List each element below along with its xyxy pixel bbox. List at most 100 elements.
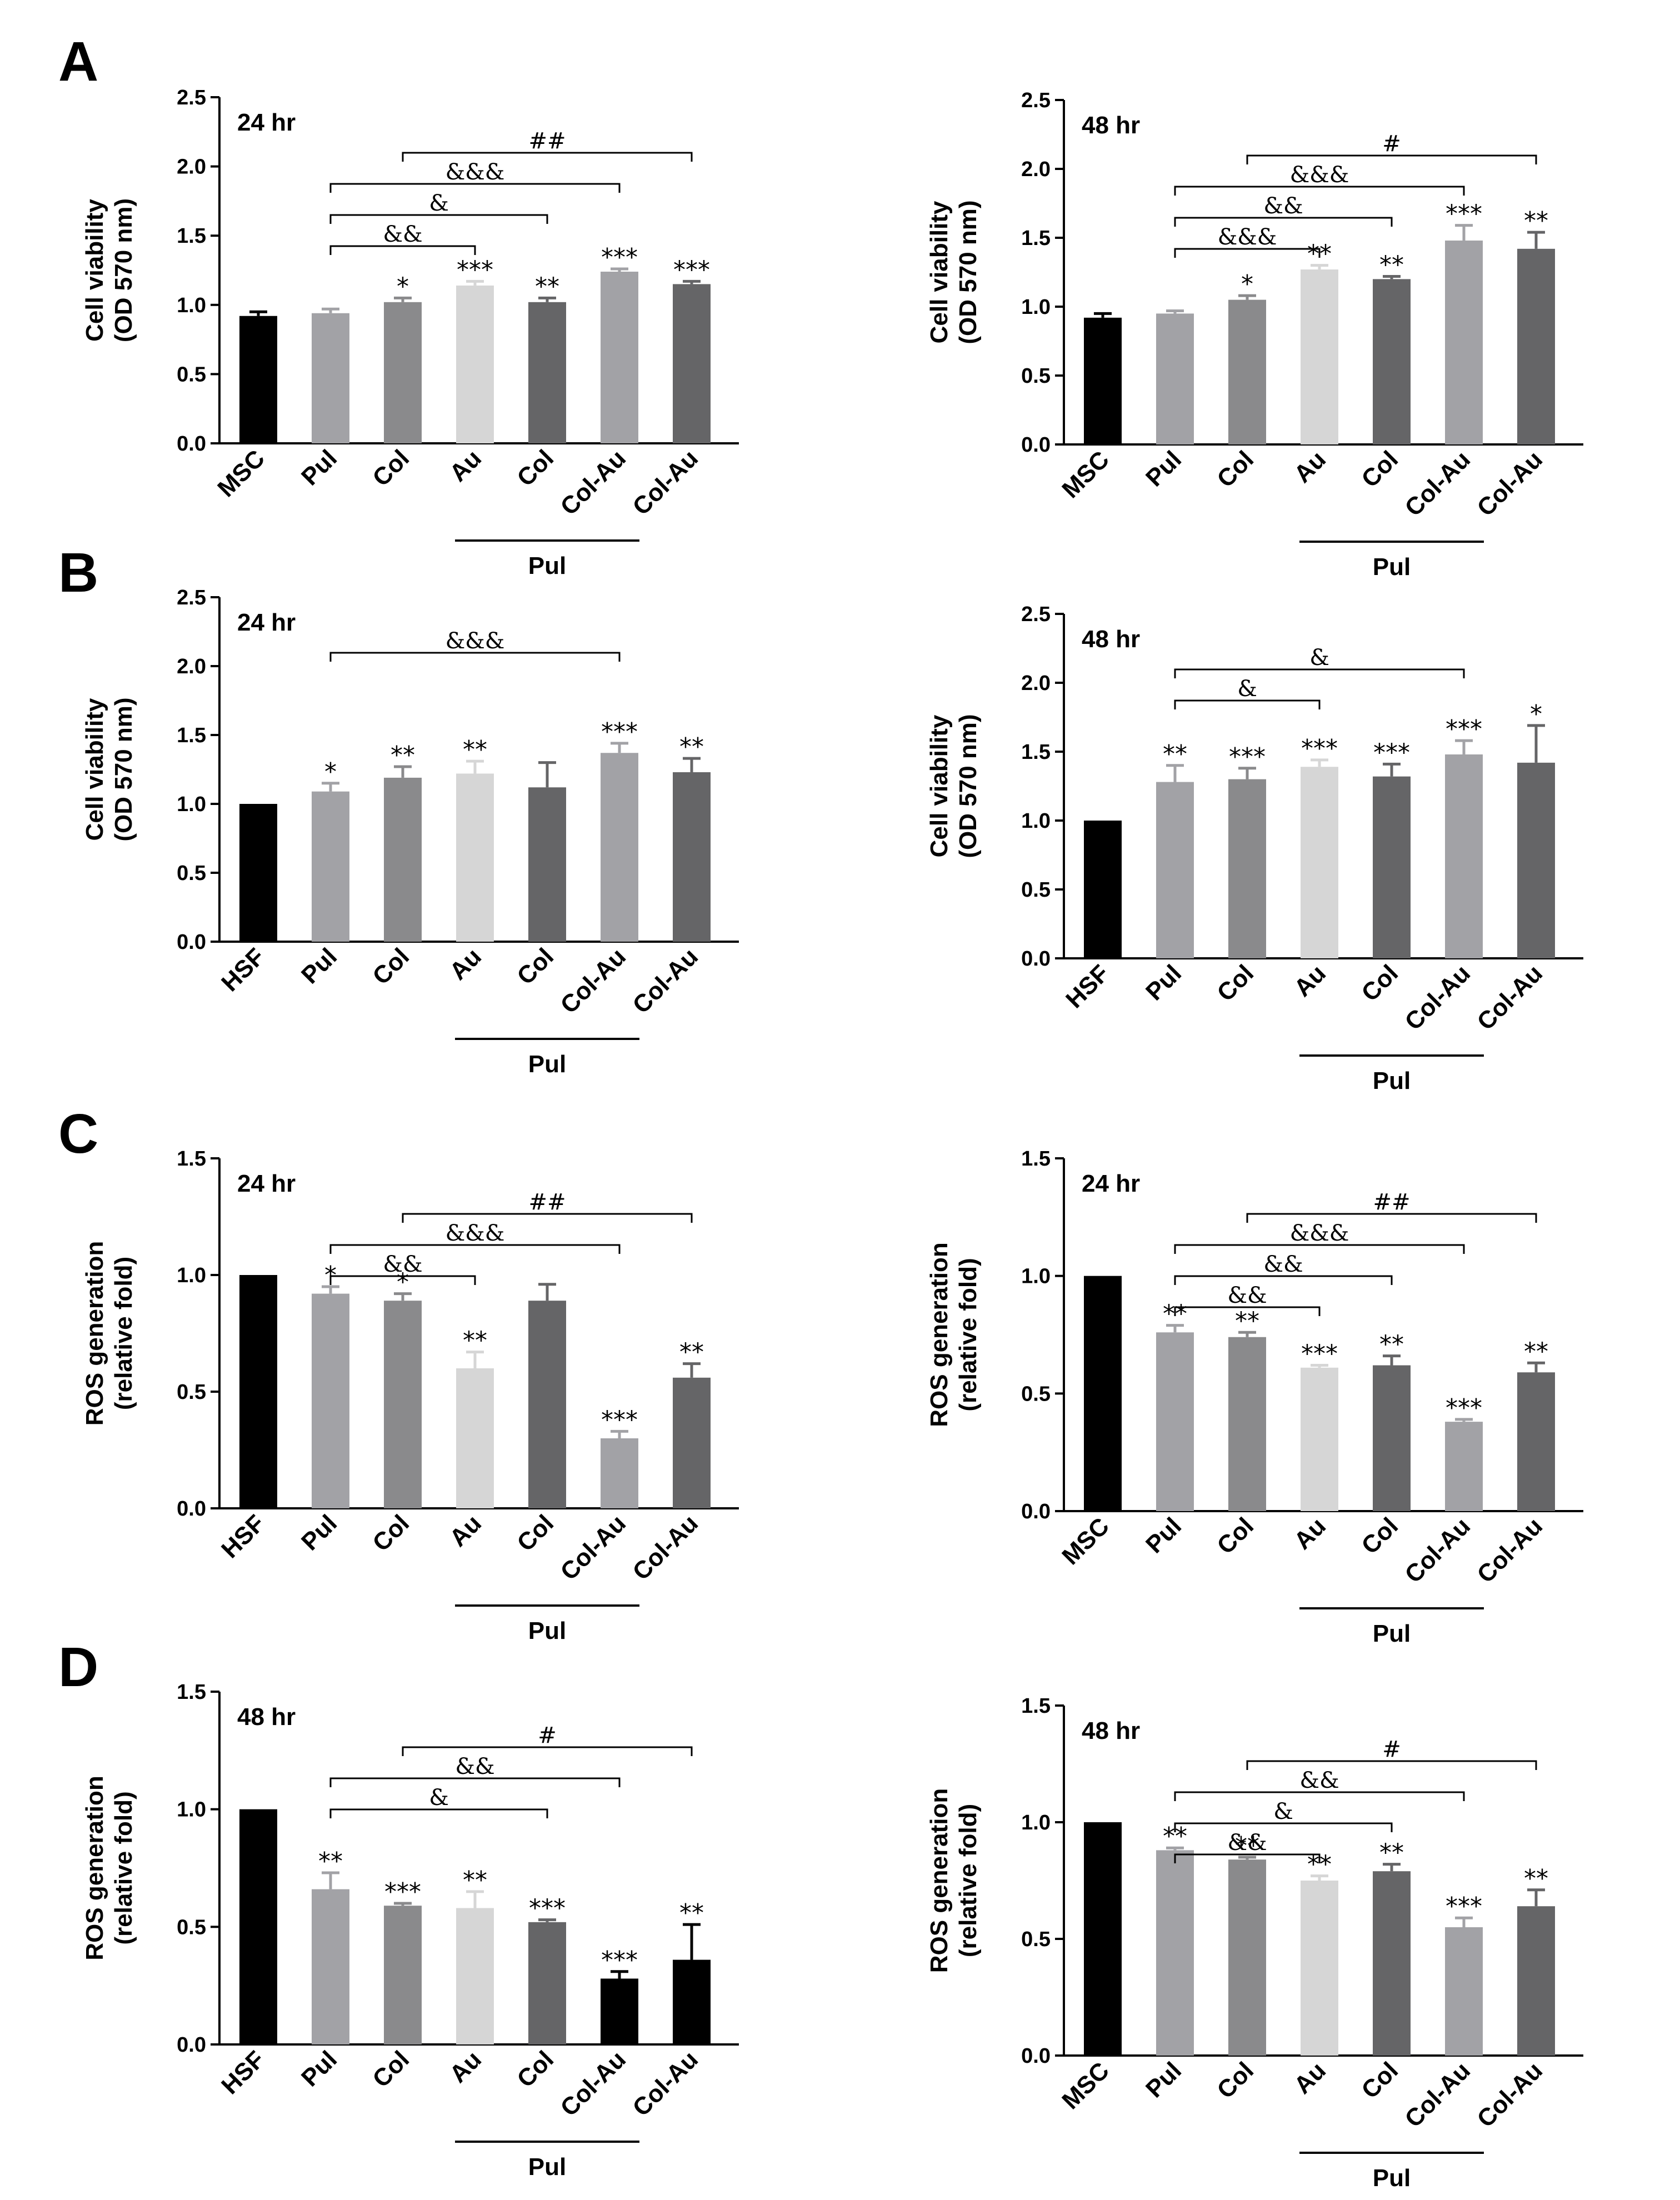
comparison-bracket-label: ## [528,1189,566,1215]
comparison-bracket [329,1777,621,1787]
significance-stars: ** [679,1899,704,1927]
x-category-label: Col-Au [555,2046,631,2122]
comparison-bracket-label: &&& [1290,1221,1349,1246]
bar-pul [1156,1332,1194,1511]
panel-letter-B: B [58,542,98,604]
x-category-label: Pul [1141,2057,1187,2103]
bar-col [384,1301,422,1508]
time-point-label: 48 hr [1082,1717,1140,1744]
time-point-label: 24 hr [1082,1170,1140,1197]
bar-au [456,1368,494,1508]
comparison-bracket [402,152,693,162]
significance-stars: * [1530,700,1542,728]
bar-col [528,1922,566,2044]
comparison-bracket-label: &&& [446,628,505,654]
comparison-bracket-label: &&& [446,1221,505,1246]
significance-stars: ** [1524,207,1548,235]
x-category-label: Pul [1141,1512,1187,1558]
x-category-label: Col [367,2046,414,2093]
x-category-label: Col [367,1509,414,1557]
significance-stars: ** [679,733,704,761]
x-category-label: Col [1356,1512,1403,1559]
comparison-bracket [1174,1853,1321,1863]
comparison-bracket-label: ## [528,128,566,154]
significance-stars: ** [1163,740,1187,768]
bar-msc [1084,1276,1122,1511]
significance-stars: *** [529,1894,566,1923]
x-category-label: Col-Au [555,943,631,1019]
y-axis-label: Cell viability [81,199,108,342]
bar-col [384,777,422,942]
y-tick-label: 1.5 [177,224,206,248]
group-label: Pul [528,552,566,579]
significance-stars: *** [1301,1340,1338,1368]
x-category-label: Col [1212,1512,1259,1559]
x-category-label: MSC [1057,2057,1114,2114]
bar-hsf [239,1809,277,2044]
comparison-bracket-label: && [455,1754,494,1779]
x-category-label: Au [1289,959,1331,1002]
y-tick-label: 0.0 [1021,433,1051,457]
y-tick-label: 2.0 [1021,158,1051,181]
comparison-bracket-label: && [383,1252,422,1277]
comparison-bracket [329,652,621,662]
comparison-bracket-label: && [1299,1768,1339,1793]
y-tick-label: 1.0 [177,1798,206,1822]
bar-col [1228,1337,1266,1511]
comparison-bracket [329,1275,476,1285]
x-category-label: Pul [1141,959,1187,1006]
bar-col-au [673,1959,711,2044]
significance-stars: * [324,758,337,786]
bar-col [1373,279,1411,444]
bar-col [384,302,422,443]
y-axis-label: Cell viability [81,698,108,841]
significance-stars: * [397,272,409,301]
x-category-label: Col [367,943,414,990]
y-tick-label: 0.5 [177,363,206,386]
comparison-bracket-label: && [1227,1283,1267,1308]
bar-col-au [1445,240,1483,444]
comparison-bracket-label: & [429,1785,449,1811]
bar-col-au [1517,248,1555,444]
significance-stars: *** [1446,200,1482,228]
comparison-bracket [1246,1213,1537,1223]
bar-col [528,1301,566,1508]
significance-stars: *** [673,256,710,284]
significance-stars: *** [601,1946,638,1974]
group-label: Pul [528,1051,566,1078]
bar-au [456,1908,494,2044]
comparison-bracket [1174,1791,1465,1801]
y-tick-label: 2.5 [1021,89,1051,112]
panel-letter-C: C [58,1103,98,1165]
panel-letter-A: A [58,31,98,93]
x-category-label: Col [512,2046,559,2093]
chart-panel-5: C 0.0 0.5 1.0 1.5 ROS generation (relative fol… [58,1103,739,1644]
y-tick-label: 1.0 [1021,809,1051,833]
significance-stars: *** [384,1878,421,1906]
chart-panel-3: B 0.0 0.5 1.0 1.5 2.0 2.5 Cell viability (OD 570… [58,542,739,1078]
comparison-bracket-label: &&& [1290,162,1349,188]
bar-msc [1084,317,1122,444]
bar-au [1301,1367,1338,1511]
y-tick-label: 0.0 [1021,947,1051,971]
significance-stars: *** [457,256,493,284]
comparison-bracket [1174,1275,1393,1285]
x-category-label: Pul [296,444,342,491]
bar-col-au [1445,1927,1483,2056]
y-tick-label: 0.0 [1021,1500,1051,1523]
bar-col-au [673,1377,711,1508]
comparison-bracket [329,214,548,224]
bar-au [1301,1881,1338,2056]
y-axis-label: ROS generation [81,1776,108,1961]
x-category-label: Col [1212,959,1259,1007]
panel-letter-D: D [58,1636,98,1698]
x-category-label: Col [1212,446,1259,493]
x-category-label: Col-Au [1472,2057,1548,2133]
y-tick-label: 0.0 [177,1497,206,1521]
comparison-bracket [1174,1822,1393,1832]
y-tick-label: 0.5 [1021,364,1051,388]
y-tick-label: 1.0 [1021,1811,1051,1834]
group-label: Pul [528,2153,566,2181]
bar-col-au [601,1438,638,1508]
significance-stars: ** [463,736,487,764]
